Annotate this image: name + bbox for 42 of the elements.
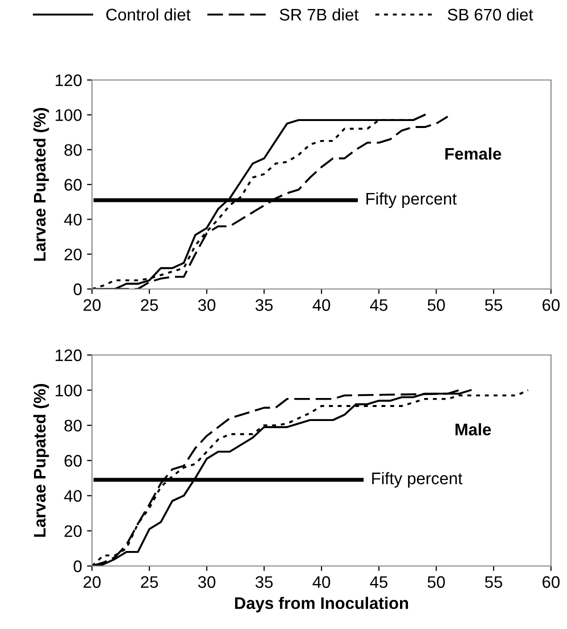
x-tick-label: 40 <box>312 576 330 588</box>
y-tick-label: 100 <box>56 109 82 122</box>
y-axis-title: Larvae Pupated (%) <box>33 384 49 537</box>
x-tick-label: 20 <box>84 299 101 311</box>
x-tick-label: 60 <box>542 299 560 311</box>
legend-label: SR 7B diet <box>280 8 359 21</box>
y-tick-label: 120 <box>56 349 82 362</box>
x-tick-label: 50 <box>428 299 445 311</box>
annotation: Male <box>456 423 491 436</box>
y-tick-label: 40 <box>64 490 82 502</box>
y-tick-label: 60 <box>64 454 82 467</box>
x-tick-label: 25 <box>140 576 158 588</box>
x-tick-label: 55 <box>485 576 502 588</box>
x-tick-label: 35 <box>255 576 273 588</box>
x-tick-label: 50 <box>428 576 445 588</box>
x-tick-label: 40 <box>312 299 330 311</box>
x-axis-title: Days from Inoculation <box>235 596 408 612</box>
legend-label: SB 670 diet <box>448 8 534 21</box>
x-tick-label: 45 <box>370 576 388 588</box>
y-tick-label: 80 <box>64 420 82 432</box>
x-tick-label: 55 <box>485 299 502 311</box>
annotation: Female <box>445 147 502 160</box>
y-tick-label: 20 <box>64 525 82 538</box>
x-tick-label: 35 <box>255 299 273 311</box>
x-tick-label: 60 <box>542 576 560 588</box>
x-tick-label: 30 <box>198 299 216 311</box>
annotation: Fifty percent <box>372 472 462 488</box>
y-tick-label: 120 <box>56 74 82 86</box>
x-tick-label: 25 <box>140 299 158 311</box>
y-tick-label: 100 <box>56 384 82 396</box>
y-axis-title: Larvae Pupated (%) <box>33 108 49 261</box>
y-tick-label: 60 <box>64 178 82 191</box>
y-tick-label: 40 <box>64 214 82 226</box>
annotation: Fifty percent <box>366 192 457 208</box>
x-tick-label: 45 <box>370 299 388 311</box>
y-tick-label: 80 <box>64 144 82 156</box>
y-tick-label: 20 <box>64 248 82 260</box>
legend-label: Control diet <box>106 8 191 21</box>
x-tick-label: 30 <box>198 576 216 588</box>
y-tick-label: 0 <box>74 560 82 572</box>
y-tick-label: 0 <box>74 283 82 296</box>
x-tick-label: 20 <box>84 576 101 588</box>
